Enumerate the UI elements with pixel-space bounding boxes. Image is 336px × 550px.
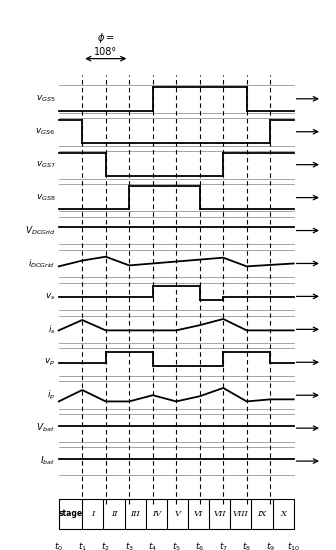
Text: IX: IX xyxy=(257,510,266,518)
Text: VI: VI xyxy=(194,510,203,518)
Text: $t_6$: $t_6$ xyxy=(195,540,204,550)
Text: $v_p$: $v_p$ xyxy=(44,357,55,368)
Text: $t_2$: $t_2$ xyxy=(101,540,110,550)
Text: $i_p$: $i_p$ xyxy=(47,389,55,402)
Text: $V_{bat}$: $V_{bat}$ xyxy=(37,422,55,435)
Text: $v_{GS7}$: $v_{GS7}$ xyxy=(36,160,55,170)
Text: $t_{10}$: $t_{10}$ xyxy=(287,540,300,550)
Text: III: III xyxy=(130,510,140,518)
Text: $I_{bat}$: $I_{bat}$ xyxy=(40,455,55,468)
Text: $v_s$: $v_s$ xyxy=(45,291,55,301)
Text: $t_7$: $t_7$ xyxy=(219,540,228,550)
Text: $v_{GS5}$: $v_{GS5}$ xyxy=(36,94,55,104)
Text: X: X xyxy=(280,510,286,518)
Text: $i_{DCGrid}$: $i_{DCGrid}$ xyxy=(28,257,55,270)
Text: $t_1$: $t_1$ xyxy=(78,540,87,550)
Text: $\phi =$
108°: $\phi =$ 108° xyxy=(94,31,117,57)
Text: $t_3$: $t_3$ xyxy=(125,540,134,550)
Bar xyxy=(59,499,294,529)
Text: II: II xyxy=(111,510,117,518)
Text: $t_5$: $t_5$ xyxy=(172,540,181,550)
Text: $v_{GS6}$: $v_{GS6}$ xyxy=(35,126,55,137)
Text: V: V xyxy=(174,510,180,518)
Text: IV: IV xyxy=(152,510,161,518)
Text: $t_8$: $t_8$ xyxy=(242,540,251,550)
Text: $i_s$: $i_s$ xyxy=(47,323,55,336)
Text: $t_4$: $t_4$ xyxy=(148,540,157,550)
Text: $t_9$: $t_9$ xyxy=(266,540,275,550)
Text: $V_{DCGrid}$: $V_{DCGrid}$ xyxy=(25,224,55,237)
Text: stage: stage xyxy=(58,509,83,518)
Text: I: I xyxy=(91,510,94,518)
Text: $t_0$: $t_0$ xyxy=(54,540,63,550)
Text: VIII: VIII xyxy=(233,510,249,518)
Text: VII: VII xyxy=(213,510,226,518)
Text: $v_{GS8}$: $v_{GS8}$ xyxy=(36,192,55,203)
